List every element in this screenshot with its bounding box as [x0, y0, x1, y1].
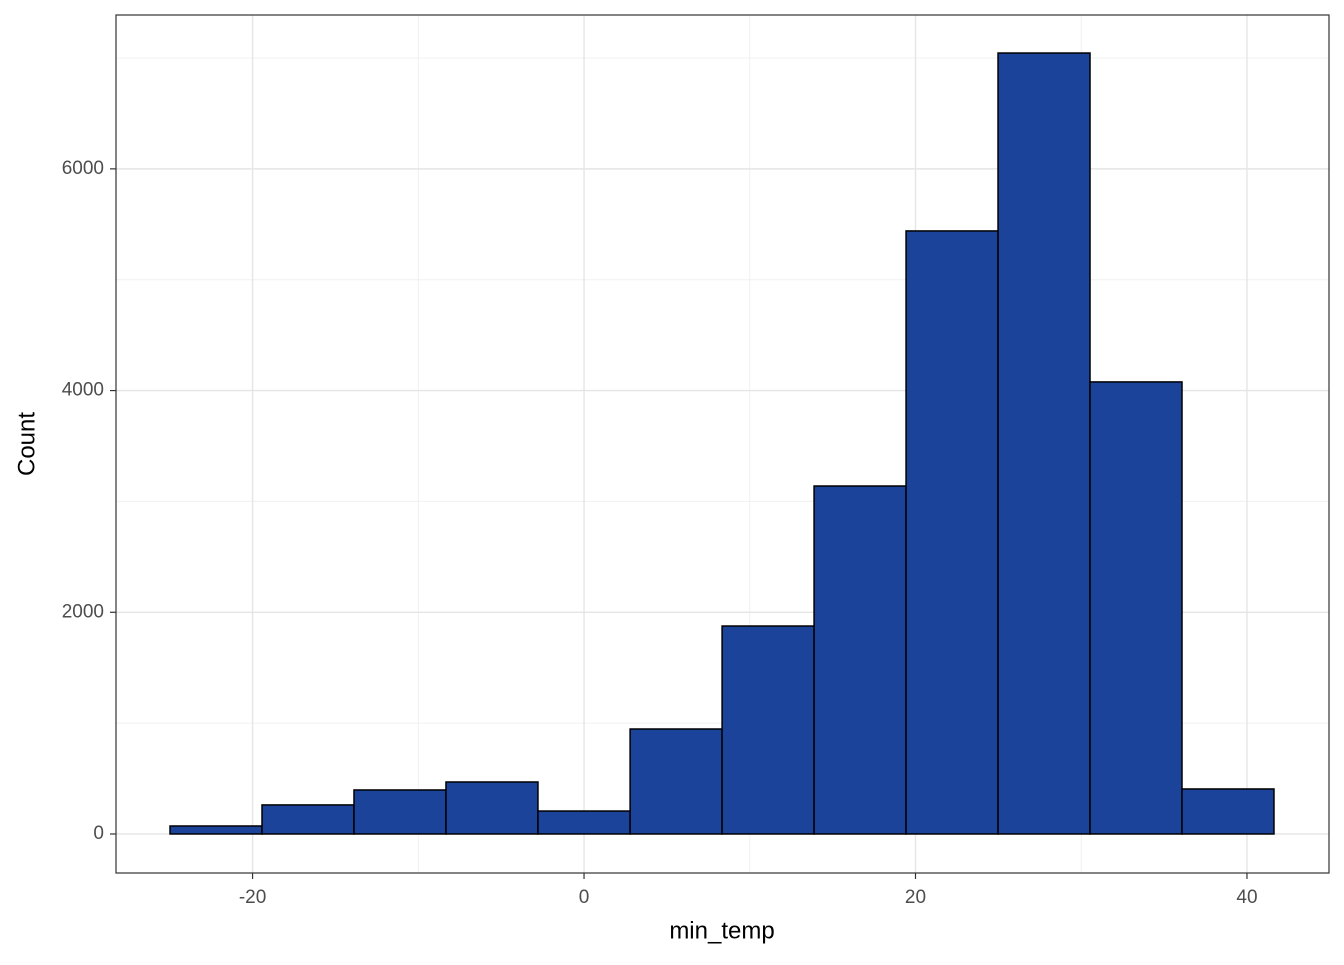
x-tick-label: -20 — [239, 887, 266, 908]
axes: -20 0 20 40 0 2000 4000 6000 — [62, 158, 1258, 908]
bar — [1089, 381, 1183, 835]
y-tick-label: 6000 — [62, 158, 104, 179]
bar — [353, 789, 447, 835]
bar — [721, 625, 815, 835]
x-tick-label: 0 — [579, 887, 590, 908]
x-tick-label: 20 — [905, 887, 926, 908]
y-tick-label: 2000 — [62, 601, 104, 622]
y-tick-label: 0 — [93, 823, 104, 844]
bar — [169, 825, 263, 835]
bar — [813, 485, 907, 835]
x-tick-label: 40 — [1236, 887, 1257, 908]
bars — [169, 52, 1275, 835]
bar — [905, 230, 999, 835]
y-axis-title: Count — [13, 412, 40, 476]
bar — [261, 804, 355, 835]
y-tick-label: 4000 — [62, 380, 104, 401]
x-axis-title: min_temp — [669, 917, 774, 944]
bar — [997, 52, 1091, 835]
bar — [537, 810, 631, 835]
bar — [629, 728, 723, 835]
panel-border — [115, 14, 1330, 874]
bar — [445, 781, 539, 835]
bar — [1181, 788, 1275, 835]
